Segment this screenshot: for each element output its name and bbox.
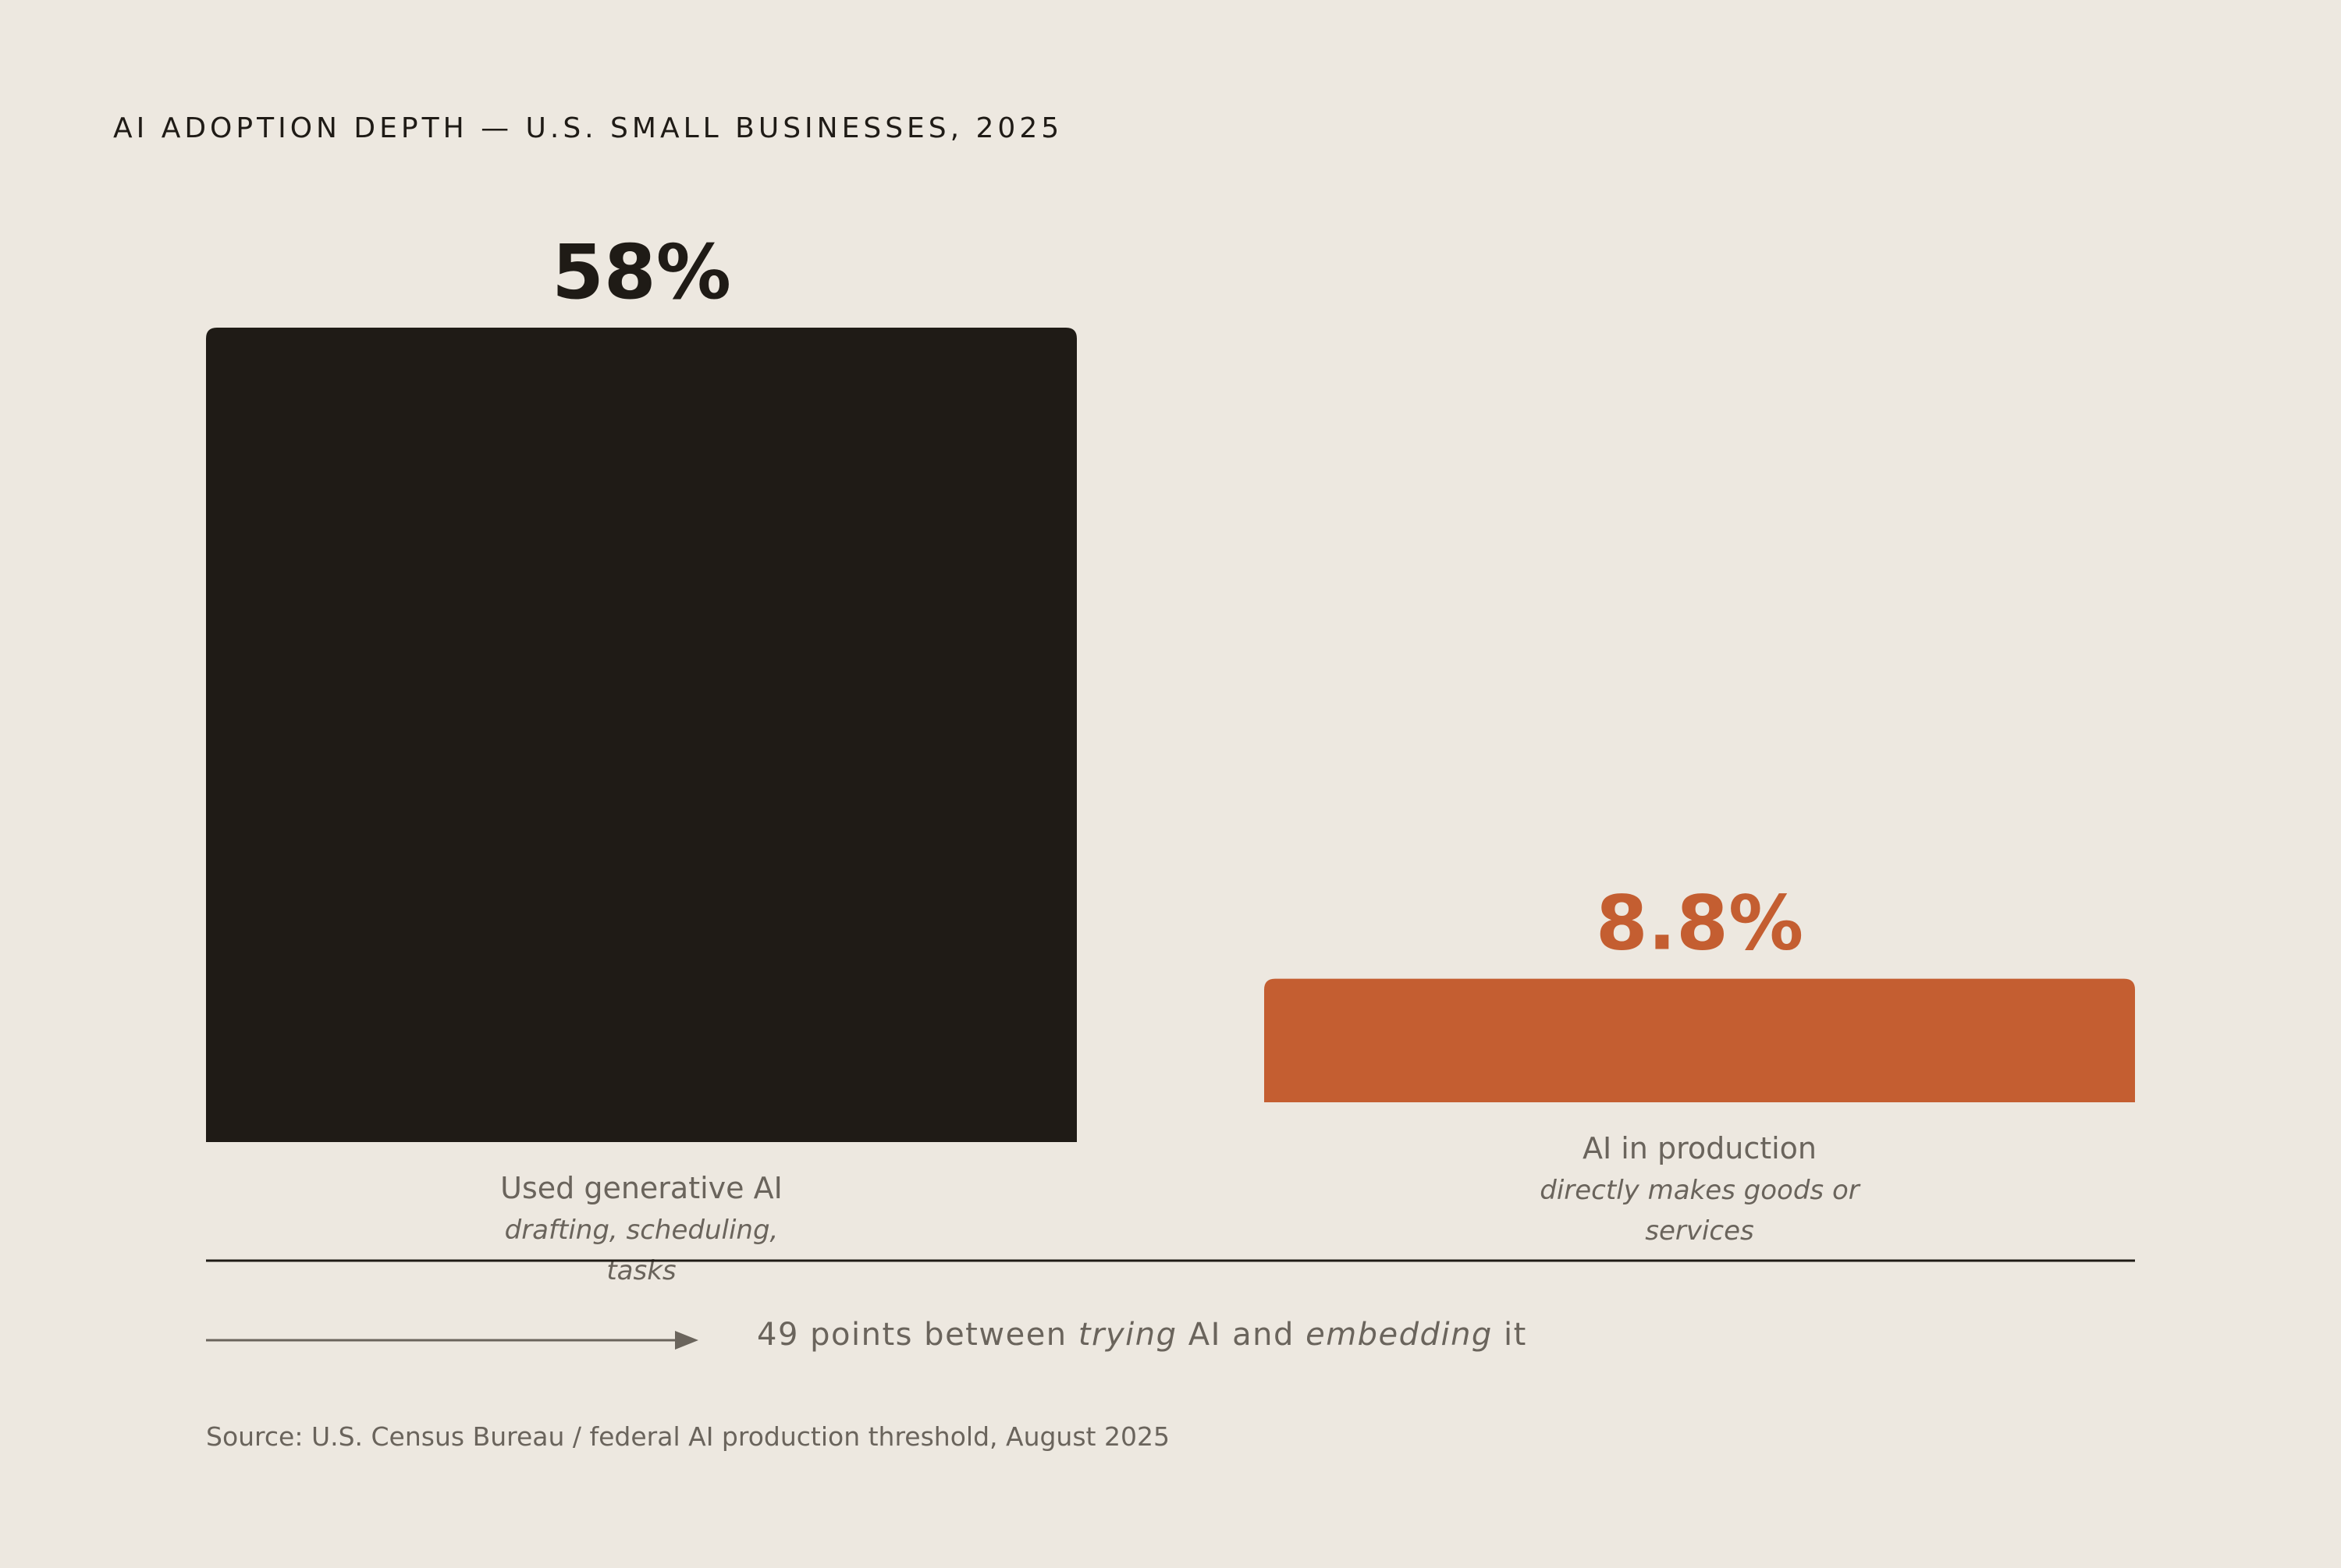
gap-annotation: 49 points between trying AI and embeddin… (757, 1317, 1527, 1353)
arrow-head-icon (675, 1331, 698, 1350)
category-label-1: Used generative AI (500, 1171, 783, 1205)
value-label-2: 8.8% (1596, 880, 1803, 967)
gap-annotation-em-trying: trying (1078, 1317, 1178, 1353)
bar-1 (206, 328, 1077, 1142)
category-sublabel-2: directly makes goods or services (1540, 1175, 1860, 1247)
source-note: Source: U.S. Census Bureau / federal AI … (206, 1421, 1170, 1452)
gap-annotation-middle: AI and (1177, 1317, 1306, 1353)
bar-2 (1264, 978, 2135, 1102)
category-sublabel-1: drafting, scheduling, tasks (505, 1215, 779, 1286)
gap-annotation-prefix: 49 points between (757, 1317, 1078, 1353)
value-label-1: 58% (552, 229, 731, 316)
chart-title: AI ADOPTION DEPTH — U.S. SMALL BUSINESSE… (113, 112, 1064, 144)
gap-annotation-em-embedding: embedding (1305, 1317, 1493, 1353)
gap-annotation-suffix: it (1492, 1317, 1527, 1353)
category-label-2: AI in production (1583, 1131, 1817, 1165)
